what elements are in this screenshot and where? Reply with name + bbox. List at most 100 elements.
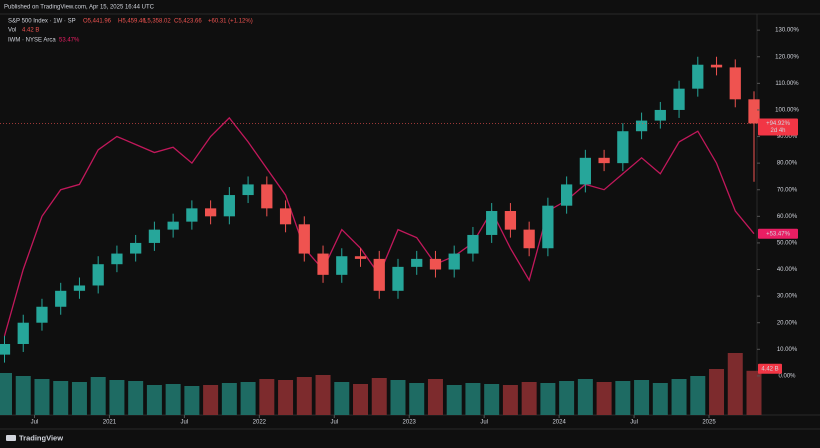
volume-bar xyxy=(409,383,425,415)
volume-bar xyxy=(315,375,331,415)
candle-body xyxy=(692,64,704,89)
compare-value: 53.47% xyxy=(59,38,80,44)
volume-bar xyxy=(0,373,12,415)
volume-name: Vol xyxy=(8,28,16,34)
candle-body xyxy=(598,157,610,164)
candle-body xyxy=(654,109,666,121)
volume-bar xyxy=(165,384,181,415)
volume-bar xyxy=(521,382,537,415)
logo-icon xyxy=(6,435,16,441)
volume-bar xyxy=(184,386,200,415)
candle-body xyxy=(317,253,329,275)
y-tick-label: 60.00% xyxy=(777,214,798,220)
volume-bar xyxy=(53,381,69,415)
plot-area xyxy=(0,56,762,415)
y-tick-label: 40.00% xyxy=(777,267,798,273)
bar-countdown: 2d 4h xyxy=(770,128,785,134)
candle-body xyxy=(579,157,591,185)
candle-body xyxy=(298,224,310,254)
y-tick-label: 80.00% xyxy=(777,161,798,167)
volume-bar xyxy=(484,384,500,415)
candle-body xyxy=(448,253,460,270)
volume-bar xyxy=(278,380,294,415)
volume-bar xyxy=(540,383,556,415)
y-tick-label: 120.00% xyxy=(775,54,799,60)
y-tick-label: 0.00% xyxy=(778,373,796,379)
x-tick-label: 2023 xyxy=(403,420,417,426)
y-tick-label: 110.00% xyxy=(775,81,799,87)
ohlc-high: H5,459.46 xyxy=(118,19,146,25)
candle-body xyxy=(55,290,67,307)
volume-value: 4.42 B xyxy=(22,28,39,34)
candle-body xyxy=(486,211,498,235)
volume-bar xyxy=(690,376,706,415)
volume-bar xyxy=(671,379,687,415)
volume-bar xyxy=(559,381,575,415)
x-tick-label: Jul xyxy=(330,420,338,426)
footer-logo: TradingView xyxy=(6,433,63,442)
candle-body xyxy=(167,221,179,230)
candle-body xyxy=(204,208,217,217)
legend: S&P 500 Index · 1W · SP O5,441.96 H5,459… xyxy=(8,19,253,44)
candle-body xyxy=(542,205,554,249)
ohlc-open: O5,441.96 xyxy=(83,19,112,25)
ohlc-close: C5,423.66 xyxy=(174,19,202,25)
volume-bar xyxy=(34,379,50,415)
y-tick-label: 100.00% xyxy=(775,108,799,114)
x-tick-label: Jul xyxy=(480,420,488,426)
volume-bar xyxy=(709,369,725,415)
volume-bar xyxy=(615,381,631,415)
volume-bar xyxy=(746,370,762,415)
volume-bar xyxy=(90,377,106,415)
candle-body xyxy=(504,211,517,230)
candle-body xyxy=(617,131,629,164)
candle-body xyxy=(392,266,404,291)
volume-bar xyxy=(502,385,518,415)
candle-body xyxy=(336,256,348,275)
volume-bar xyxy=(296,377,312,415)
candle-body xyxy=(561,184,573,206)
volume-bar xyxy=(334,382,350,415)
y-tick-label: 90.00% xyxy=(777,134,798,140)
x-tick-label: 2024 xyxy=(552,420,566,426)
volume-bar xyxy=(203,385,219,415)
candle-body xyxy=(354,256,367,259)
candle-body xyxy=(223,195,235,217)
volume-bar xyxy=(577,379,593,415)
x-tick-label: Jul xyxy=(31,420,39,426)
compare-last-label: +53.47% xyxy=(766,231,791,237)
candle-body xyxy=(373,258,385,291)
candle-body xyxy=(710,64,723,68)
candle-body xyxy=(748,99,760,124)
volume-bar xyxy=(146,385,162,415)
y-tick-label: 10.00% xyxy=(777,347,798,353)
volume-bar xyxy=(128,381,144,415)
volume-bar xyxy=(390,380,406,415)
volume-bar xyxy=(446,385,462,415)
volume-bar xyxy=(15,376,31,415)
volume-bar xyxy=(71,382,87,415)
volume-bar xyxy=(353,384,369,415)
volume-bar xyxy=(259,379,275,415)
volume-bar xyxy=(652,383,668,415)
volume-bar xyxy=(634,380,650,415)
candle-body xyxy=(186,208,198,222)
volume-bar xyxy=(240,382,256,415)
x-tick-label: Jul xyxy=(630,420,638,426)
compare-badge xyxy=(758,228,798,239)
candle-body xyxy=(111,253,123,265)
candle-body xyxy=(36,306,48,323)
y-tick-label: 50.00% xyxy=(777,241,798,247)
y-tick-label: 20.00% xyxy=(777,320,798,326)
x-tick-label: Jul xyxy=(181,420,189,426)
candle-body xyxy=(523,229,535,249)
volume-bar xyxy=(221,383,237,415)
volume-bar xyxy=(465,383,481,415)
candle-body xyxy=(0,343,11,355)
last-price-label: +94.92% xyxy=(766,121,791,127)
volume-badge xyxy=(758,363,782,374)
ohlc-change: +60.31 (+1.12%) xyxy=(208,19,253,25)
volume-bar xyxy=(596,382,612,415)
